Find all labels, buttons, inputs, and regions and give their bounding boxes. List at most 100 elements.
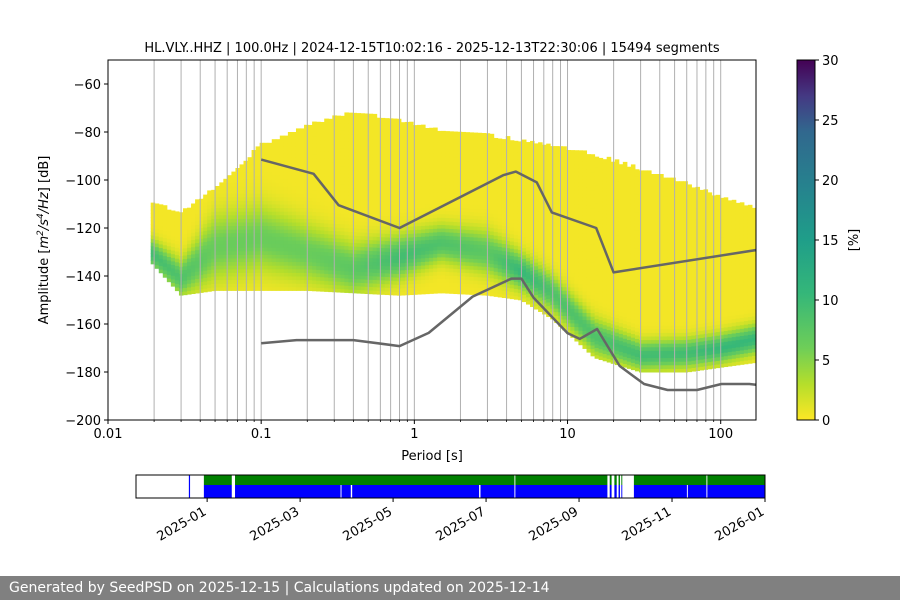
heatmap-cell: [582, 240, 588, 245]
heatmap-cell: [364, 275, 370, 280]
heatmap-cell: [376, 200, 382, 205]
heatmap-cell: [489, 159, 495, 164]
heatmap-cell: [312, 222, 317, 227]
heatmap-cell: [263, 200, 269, 205]
heatmap-cell: [283, 283, 289, 288]
heatmap-cell: [534, 197, 539, 202]
heatmap-cell: [417, 182, 422, 187]
heatmap-cell: [348, 245, 353, 250]
heatmap-cell: [295, 200, 301, 205]
heatmap-cell: [433, 217, 438, 222]
heatmap-cell: [602, 288, 608, 293]
heatmap-cell: [174, 222, 180, 227]
heatmap-cell: [295, 283, 301, 288]
heatmap-cell: [465, 283, 470, 288]
heatmap-cell: [267, 157, 273, 162]
heatmap-cell: [570, 315, 575, 320]
heatmap-cell: [324, 168, 329, 174]
heatmap-cell: [449, 278, 454, 284]
heatmap-cell: [562, 261, 567, 266]
heatmap-cell: [295, 258, 301, 263]
heatmap-cell: [291, 276, 297, 281]
heatmap-cell: [291, 200, 297, 205]
heatmap-cell: [320, 121, 325, 127]
heatmap-cell: [384, 258, 390, 263]
heatmap-cell: [530, 277, 535, 282]
heatmap-cell: [501, 272, 507, 277]
heatmap-cell: [408, 287, 414, 292]
heatmap-cell: [517, 166, 523, 171]
heatmap-cell: [437, 289, 442, 294]
heatmap-cell: [368, 128, 374, 133]
heatmap-cell: [461, 286, 466, 291]
heatmap-cell: [300, 286, 305, 291]
heatmap-cell: [368, 210, 374, 215]
heatmap-cell: [513, 274, 519, 279]
heatmap-cell: [304, 276, 309, 281]
heatmap-cell: [477, 280, 483, 285]
heatmap-cell: [195, 260, 200, 265]
heatmap-cell: [328, 248, 333, 253]
heatmap-cell: [554, 246, 559, 251]
heatmap-cell: [287, 283, 293, 288]
heatmap-cell: [356, 203, 362, 208]
heatmap-cell: [465, 265, 470, 270]
heatmap-cell: [372, 268, 378, 273]
heatmap-cell: [614, 159, 620, 164]
heatmap-cell: [182, 273, 188, 278]
heatmap-cell: [392, 280, 398, 285]
heatmap-cell: [586, 301, 592, 306]
heatmap-cell: [614, 249, 620, 254]
heatmap-cell: [453, 156, 458, 161]
heatmap-cell: [417, 286, 422, 291]
heatmap-cell: [150, 220, 156, 225]
heatmap-cell: [469, 157, 475, 162]
heatmap-cell: [453, 138, 458, 143]
heatmap-cell: [392, 262, 398, 267]
heatmap-cell: [380, 272, 386, 277]
heatmap-cell: [247, 160, 253, 165]
heatmap-cell: [320, 237, 325, 242]
heatmap-cell: [598, 255, 604, 260]
heatmap-cell: [312, 283, 317, 288]
heatmap-cell: [505, 136, 511, 141]
heatmap-cell: [392, 132, 398, 138]
heatmap-cell: [207, 255, 212, 260]
heatmap-cell: [380, 139, 386, 144]
heatmap-cell: [271, 196, 277, 201]
heatmap-cell: [429, 235, 434, 240]
heatmap-cell: [227, 229, 232, 234]
heatmap-cell: [586, 316, 592, 321]
heatmap-cell: [542, 173, 547, 178]
heatmap-cell: [441, 174, 446, 179]
heatmap-cell: [191, 268, 196, 273]
heatmap-cell: [295, 250, 301, 255]
heatmap-cell: [368, 275, 374, 280]
heatmap-cell: [606, 336, 612, 341]
heatmap-cell: [408, 164, 414, 170]
heatmap-cell: [473, 290, 479, 296]
heatmap-cell: [203, 281, 208, 286]
heatmap-cell: [316, 154, 321, 159]
heatmap-cell: [227, 276, 232, 281]
heatmap-cell: [263, 204, 269, 209]
heatmap-cell: [316, 240, 321, 245]
heatmap-cell: [243, 243, 249, 248]
heatmap-cell: [513, 259, 519, 264]
heatmap-cell: [429, 127, 434, 132]
heatmap-cell: [336, 284, 341, 289]
heatmap-cell: [239, 211, 245, 216]
heatmap-cell: [304, 243, 309, 248]
heatmap-cell: [360, 131, 366, 136]
heatmap-cell: [170, 214, 176, 219]
heatmap-cell: [425, 189, 430, 194]
heatmap-cell: [473, 247, 479, 252]
heatmap-cell: [509, 248, 515, 253]
heatmap-cell: [457, 142, 462, 147]
heatmap-cell: [574, 308, 579, 313]
heatmap-cell: [562, 311, 567, 316]
heatmap-cell: [255, 283, 261, 288]
heatmap-cell: [421, 182, 426, 187]
heatmap-cell: [271, 243, 277, 248]
heatmap-cell: [408, 226, 414, 231]
